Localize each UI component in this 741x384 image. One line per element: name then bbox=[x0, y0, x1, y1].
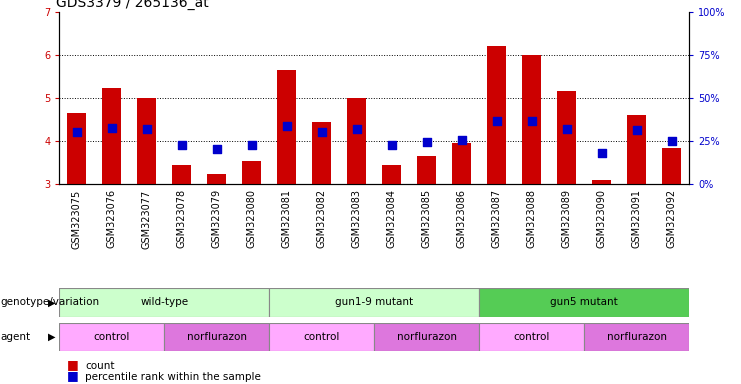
FancyBboxPatch shape bbox=[59, 288, 269, 317]
Bar bbox=[557, 91, 576, 184]
FancyBboxPatch shape bbox=[59, 288, 689, 317]
Text: GSM323081: GSM323081 bbox=[282, 189, 292, 248]
Text: norflurazon: norflurazon bbox=[187, 332, 247, 342]
Text: GSM323090: GSM323090 bbox=[597, 189, 607, 248]
Text: GSM323080: GSM323080 bbox=[247, 189, 256, 248]
Text: GDS3379 / 265136_at: GDS3379 / 265136_at bbox=[56, 0, 209, 10]
Text: GSM323078: GSM323078 bbox=[177, 189, 187, 248]
Point bbox=[176, 142, 187, 149]
Point bbox=[210, 146, 222, 152]
Bar bbox=[277, 70, 296, 184]
Text: ▶: ▶ bbox=[48, 332, 56, 342]
Bar bbox=[172, 165, 191, 184]
Point bbox=[421, 139, 433, 146]
Text: GSM323089: GSM323089 bbox=[562, 189, 571, 248]
Text: GSM323076: GSM323076 bbox=[107, 189, 117, 248]
Text: gun5 mutant: gun5 mutant bbox=[551, 297, 618, 308]
FancyBboxPatch shape bbox=[165, 323, 269, 351]
Bar bbox=[242, 161, 262, 184]
Text: GSM323077: GSM323077 bbox=[142, 189, 152, 248]
Bar bbox=[347, 98, 366, 184]
Text: ▶: ▶ bbox=[48, 297, 56, 308]
Text: control: control bbox=[514, 332, 550, 342]
Text: GSM323091: GSM323091 bbox=[631, 189, 642, 248]
Text: wild-type: wild-type bbox=[140, 297, 188, 308]
Text: GSM323075: GSM323075 bbox=[72, 189, 82, 248]
Text: count: count bbox=[85, 361, 115, 371]
Text: control: control bbox=[304, 332, 340, 342]
Bar bbox=[382, 165, 402, 184]
Text: GSM323092: GSM323092 bbox=[667, 189, 677, 248]
Bar bbox=[522, 55, 541, 184]
Text: control: control bbox=[93, 332, 130, 342]
Text: GSM323079: GSM323079 bbox=[212, 189, 222, 248]
Text: ■: ■ bbox=[67, 358, 79, 371]
Point bbox=[316, 129, 328, 136]
Point bbox=[456, 137, 468, 143]
Point bbox=[596, 150, 608, 156]
Text: percentile rank within the sample: percentile rank within the sample bbox=[85, 372, 261, 382]
Bar bbox=[417, 156, 436, 184]
Point bbox=[561, 126, 573, 132]
Text: gun1-9 mutant: gun1-9 mutant bbox=[335, 297, 413, 308]
Point bbox=[141, 126, 153, 132]
FancyBboxPatch shape bbox=[479, 288, 689, 317]
Bar bbox=[592, 180, 611, 184]
FancyBboxPatch shape bbox=[479, 323, 584, 351]
Text: GSM323082: GSM323082 bbox=[316, 189, 327, 248]
FancyBboxPatch shape bbox=[374, 323, 479, 351]
Text: GSM323087: GSM323087 bbox=[492, 189, 502, 248]
Text: norflurazon: norflurazon bbox=[607, 332, 667, 342]
FancyBboxPatch shape bbox=[59, 323, 165, 351]
Text: ■: ■ bbox=[67, 369, 79, 382]
Bar bbox=[452, 143, 471, 184]
Bar bbox=[662, 147, 681, 184]
Text: agent: agent bbox=[1, 332, 31, 342]
FancyBboxPatch shape bbox=[59, 323, 689, 351]
Point bbox=[350, 126, 362, 132]
Point bbox=[526, 118, 538, 124]
Text: GSM323088: GSM323088 bbox=[527, 189, 536, 248]
Bar bbox=[312, 122, 331, 184]
Bar bbox=[137, 98, 156, 184]
Point bbox=[246, 142, 258, 149]
FancyBboxPatch shape bbox=[584, 323, 689, 351]
Text: GSM323083: GSM323083 bbox=[352, 189, 362, 248]
Bar bbox=[487, 46, 506, 184]
Bar bbox=[67, 113, 87, 184]
FancyBboxPatch shape bbox=[269, 323, 374, 351]
Point bbox=[281, 123, 293, 129]
Point bbox=[491, 118, 502, 124]
Point bbox=[106, 125, 118, 131]
Text: norflurazon: norflurazon bbox=[396, 332, 456, 342]
Point bbox=[71, 129, 83, 135]
Text: GSM323085: GSM323085 bbox=[422, 189, 432, 248]
Text: GSM323086: GSM323086 bbox=[456, 189, 467, 248]
Point bbox=[386, 142, 398, 149]
Text: genotype/variation: genotype/variation bbox=[1, 297, 100, 308]
Bar bbox=[627, 115, 646, 184]
Bar bbox=[207, 174, 226, 184]
FancyBboxPatch shape bbox=[269, 288, 479, 317]
Point bbox=[665, 138, 677, 144]
Text: GSM323084: GSM323084 bbox=[387, 189, 396, 248]
Point bbox=[631, 127, 642, 133]
Bar bbox=[102, 88, 122, 184]
